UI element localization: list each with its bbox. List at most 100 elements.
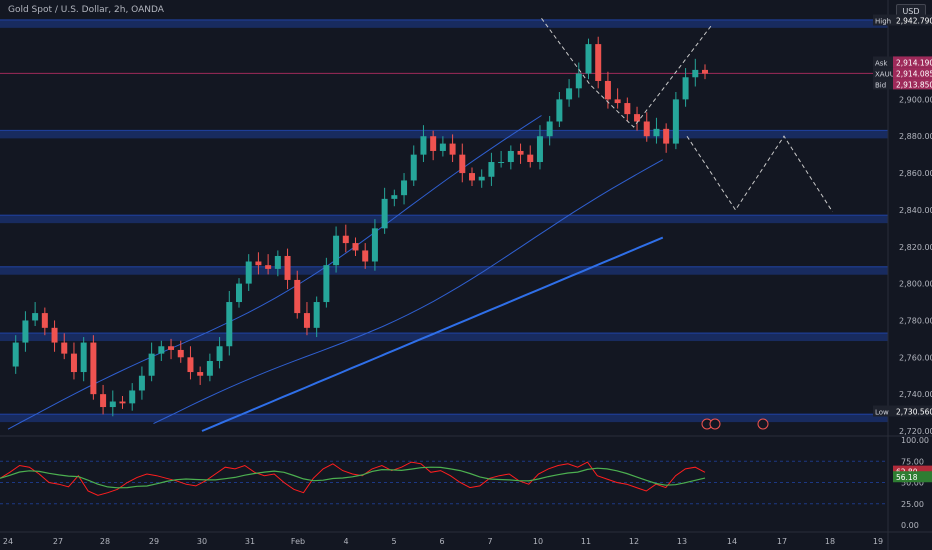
candle-bull	[682, 77, 689, 100]
candle-bear	[187, 357, 194, 373]
candle-bull	[32, 313, 39, 321]
ask-tag-label: Ask	[875, 59, 888, 67]
time-tick-label: 7	[487, 537, 492, 546]
candle-bull	[488, 162, 495, 177]
zone-band	[0, 266, 888, 275]
ma-fast-line	[7, 115, 542, 430]
zone-band	[0, 19, 888, 28]
candle-bull	[498, 162, 505, 164]
rsi-signal-tag-value: 56.18	[896, 473, 918, 482]
candle-bull	[12, 342, 19, 367]
rsi-tick-label: 100.00	[901, 436, 929, 445]
price-tick-label: 2,760.000	[899, 353, 932, 362]
candle-bear	[61, 342, 68, 354]
candle-bull	[333, 235, 340, 266]
candle-bull	[313, 302, 320, 328]
price-tick-label: 2,740.000	[899, 390, 932, 399]
candle-bull	[236, 283, 242, 303]
price-tags: High 2,942.790 Ask 2,914.190 XAUUSD2,914.085…	[701, 14, 932, 483]
candles	[12, 36, 708, 417]
low-tag-value: 2,730.560	[896, 408, 932, 417]
candle-bull	[371, 228, 378, 262]
candle-bull	[507, 150, 514, 163]
ask-tag-box	[893, 56, 932, 68]
candle-bear	[663, 128, 670, 144]
price-axis[interactable]: 2,920.0002,900.0002,880.0002,860.0002,84…	[899, 59, 932, 530]
time-tick-label: Feb	[291, 537, 305, 546]
time-tick-label: 12	[629, 537, 639, 546]
candle-bear	[119, 401, 126, 404]
rsi-value-tag-box	[893, 465, 932, 477]
candle-bull	[692, 69, 699, 78]
candle-bull	[206, 360, 213, 376]
rsi-tick-label: 25.00	[901, 500, 924, 509]
candle-bull	[80, 342, 87, 373]
candle-bull	[22, 320, 29, 343]
ask-tag-value: 2,914.190	[896, 58, 932, 67]
candle-bear	[100, 394, 107, 408]
zone-band	[0, 130, 888, 139]
candle-bear	[352, 243, 359, 251]
time-tick-label: 24	[3, 537, 13, 546]
price-tick-label: 2,900.000	[899, 95, 932, 104]
candle-bear	[430, 136, 437, 151]
candle-bull	[401, 180, 408, 196]
time-tick-label: 14	[727, 537, 737, 546]
candle-bull	[381, 198, 388, 229]
bid-tag-box	[893, 78, 932, 90]
candle-bear	[197, 372, 204, 376]
rsi-tick-label: 50.00	[901, 479, 924, 488]
candle-bull	[575, 73, 582, 89]
candle-bull	[536, 136, 543, 163]
event-icon	[757, 418, 769, 430]
rsi-line	[0, 461, 706, 496]
support-resistance-zones	[0, 19, 888, 423]
candle-bull	[420, 136, 427, 155]
candle-bear	[51, 327, 58, 343]
candle-bull	[439, 143, 446, 151]
last-tag-label-box	[873, 67, 893, 79]
candle-bull	[216, 346, 223, 361]
candle-bear	[517, 150, 524, 155]
price-tick-label: 2,820.000	[899, 243, 932, 252]
moving-averages	[7, 115, 664, 432]
time-axis[interactable]: 24 27 28 29 30 31 Feb 4 5 6 7 10 11 12 13 14 17 18 19	[3, 537, 883, 546]
candle-bull	[556, 99, 563, 122]
candle-bear	[634, 114, 641, 122]
high-tag-label-box	[873, 14, 893, 26]
last-tag-box	[893, 67, 932, 79]
zone-band	[0, 414, 888, 423]
rsi-panel	[0, 460, 888, 505]
time-tick-label: 5	[391, 537, 396, 546]
bid-tag-label: Bid	[875, 81, 886, 89]
price-tick-label: 2,720.000	[899, 427, 932, 436]
candle-bear	[702, 69, 708, 74]
candle-bear	[362, 250, 369, 262]
high-tag-label: High	[875, 18, 891, 26]
time-tick-label: 30	[197, 537, 207, 546]
zone-band	[0, 215, 888, 224]
candle-bull	[653, 128, 660, 137]
time-tick-label: 28	[100, 537, 110, 546]
rsi-signal-line	[0, 466, 706, 489]
candle-bull	[245, 261, 252, 284]
rsi-tick-label: 75.00	[901, 457, 924, 466]
ma-mid-line	[153, 159, 664, 425]
time-tick-label: 27	[53, 537, 63, 546]
candle-bear	[604, 80, 611, 100]
candle-bear	[469, 173, 475, 181]
rsi-tick-label: 0.00	[901, 521, 919, 530]
candle-bull	[158, 346, 165, 354]
candle-bear	[449, 143, 456, 155]
candle-bull	[129, 390, 136, 404]
candle-bull	[546, 121, 553, 137]
low-tag-label-box	[873, 405, 893, 417]
candle-bear	[177, 349, 184, 358]
candle-bull	[478, 176, 485, 181]
ma-slow-line	[201, 236, 664, 432]
time-tick-label: 18	[825, 537, 835, 546]
zone-band	[0, 333, 888, 342]
candle-bear	[284, 255, 291, 280]
candle-bull	[138, 375, 145, 391]
